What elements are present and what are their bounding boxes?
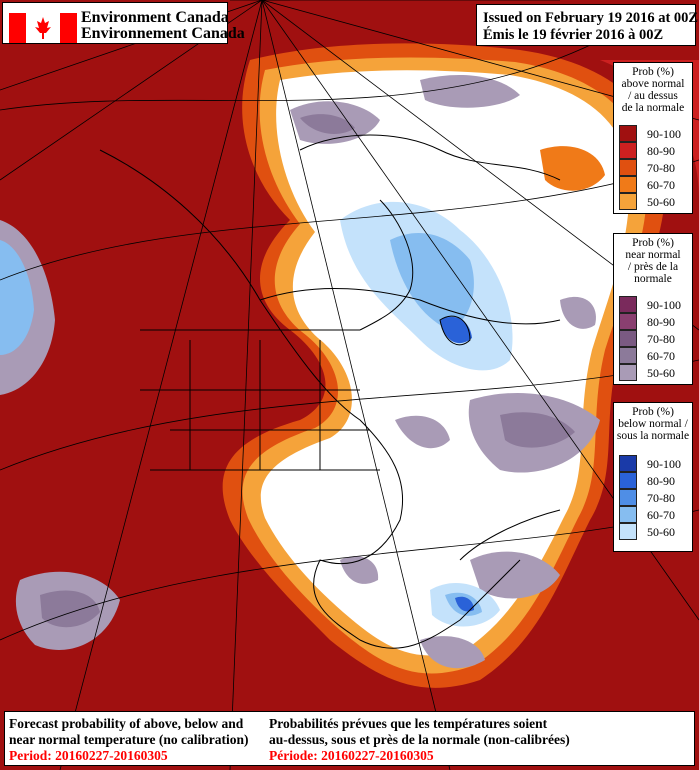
pacific-below-patch	[0, 240, 34, 355]
legend-row: 70-80	[619, 159, 691, 176]
legend-below-normal: Prob (%) below normal / sous la normale …	[613, 402, 693, 552]
legend-near-normal: Prob (%) near normal / près de la normal…	[613, 233, 693, 385]
legend-above-normal: Prob (%) above normal / au dessus de la …	[613, 62, 693, 214]
issued-box: Issued on February 19 2016 at 00Z Émis l…	[476, 4, 699, 46]
legend-swatch	[619, 176, 637, 193]
canada-flag-icon	[9, 13, 77, 43]
legend-label: 80-90	[647, 315, 675, 329]
caption-fr-line1: Probabilités prévues que les température…	[269, 716, 548, 731]
legend-label: 80-90	[647, 144, 675, 158]
legend-label: 70-80	[647, 491, 675, 505]
agency-name-fr: Environnement Canada	[81, 25, 245, 42]
agency-logo-box: Environment Canada Environnement Canada	[2, 2, 245, 44]
legend-label: 50-60	[647, 525, 675, 539]
legend-label: 90-100	[647, 127, 681, 141]
legend-label: 90-100	[647, 457, 681, 471]
legend-swatch	[619, 159, 637, 176]
legend-row: 60-70	[619, 506, 691, 523]
legend-label: 60-70	[647, 178, 675, 192]
legend-title: Prob (%) near normal / près de la normal…	[625, 237, 681, 285]
legend-title: Prob (%) below normal / sous la normale	[616, 406, 690, 442]
issued-en: Issued on February 19 2016 at 00Z	[483, 10, 699, 26]
legend-swatch	[619, 364, 637, 381]
legend-swatch	[619, 313, 637, 330]
legend-row: 60-70	[619, 176, 691, 193]
legend-label: 60-70	[647, 508, 675, 522]
legend-label: 70-80	[647, 332, 675, 346]
legend-label: 50-60	[647, 195, 675, 209]
legend-swatch	[619, 330, 637, 347]
legend-label: 90-100	[647, 298, 681, 312]
legend-swatch	[619, 455, 637, 472]
legend-label: 80-90	[647, 474, 675, 488]
coastlines	[99, 134, 561, 649]
legend-label: 50-60	[647, 366, 675, 380]
legend-row: 80-90	[619, 472, 691, 489]
legend-swatch	[619, 142, 637, 159]
legend-row: 50-60	[619, 193, 691, 210]
legend-row: 80-90	[619, 142, 691, 159]
legend-row: 90-100	[619, 296, 691, 313]
legend-label: 70-80	[647, 161, 675, 175]
legend-swatch	[619, 193, 637, 210]
atlantic-orange	[540, 146, 605, 191]
legend-swatch	[619, 506, 637, 523]
period-en: Period: 20160227-20160305	[9, 748, 168, 763]
legend-row: 70-80	[619, 489, 691, 506]
legend-swatch	[619, 347, 637, 364]
caption-en-line2: near normal temperature (no calibration)	[9, 732, 249, 747]
legend-row: 80-90	[619, 313, 691, 330]
legend-row: 50-60	[619, 364, 691, 381]
period-fr: Période: 20160227-20160305	[269, 748, 434, 763]
issued-fr: Émis le 19 février 2016 à 00Z	[483, 27, 664, 43]
legend-swatch	[619, 489, 637, 506]
legend-swatch	[619, 125, 637, 142]
legend-swatch	[619, 523, 637, 540]
agency-name-en: Environment Canada	[81, 9, 229, 26]
legend-row: 70-80	[619, 330, 691, 347]
legend-row: 90-100	[619, 455, 691, 472]
caption-fr-line2: au-dessus, sous et près de la normale (n…	[269, 732, 570, 747]
legend-title: Prob (%) above normal / au dessus de la …	[621, 66, 685, 114]
footer-caption: Forecast probability of above, below and…	[4, 711, 695, 766]
legend-swatch	[619, 296, 637, 313]
legend-row: 50-60	[619, 523, 691, 540]
legend-swatch	[619, 472, 637, 489]
legend-row: 60-70	[619, 347, 691, 364]
legend-label: 60-70	[647, 349, 675, 363]
caption-en-line1: Forecast probability of above, below and	[9, 716, 244, 731]
legend-row: 90-100	[619, 125, 691, 142]
